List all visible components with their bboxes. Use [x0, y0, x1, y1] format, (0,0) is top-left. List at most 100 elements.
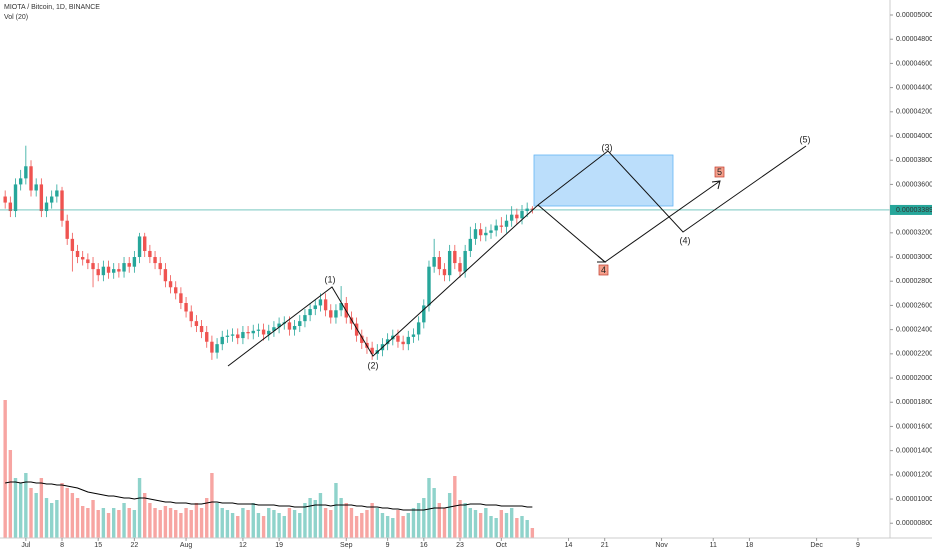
volume-bar [308, 498, 312, 538]
x-tick-label: 23 [456, 542, 464, 549]
candle-body [215, 344, 219, 353]
volume-bar [292, 510, 297, 538]
x-tick-label: 22 [130, 542, 138, 549]
candle-body [437, 257, 442, 270]
candle-body [91, 263, 95, 270]
volume-bar [163, 506, 168, 538]
volume-bar [458, 500, 462, 538]
candle-body [49, 196, 54, 203]
x-tick-label: 15 [94, 542, 102, 549]
candle-body [308, 309, 312, 316]
volume-bar [447, 493, 452, 538]
volume-bar [199, 508, 204, 538]
volume-bar [411, 508, 416, 538]
volume-bar [525, 520, 529, 538]
candle-body [458, 263, 462, 272]
candle-body [427, 266, 431, 306]
candle-body [411, 334, 416, 337]
volume-bar [329, 510, 333, 538]
volume-bar [34, 493, 38, 538]
candle-body [189, 311, 193, 322]
y-tick-label: 0.00002600 [896, 302, 932, 309]
candle-body [153, 257, 157, 264]
candle-body [385, 339, 390, 345]
volume-bar [55, 500, 59, 538]
candle-body [168, 281, 173, 288]
y-tick-label: 0.00001000 [896, 496, 932, 503]
volume-bar [80, 506, 85, 538]
candle-body [261, 329, 266, 335]
volume-bar [236, 516, 240, 538]
candle-body [3, 196, 7, 203]
candle-body [323, 299, 328, 311]
volume-bar [117, 510, 121, 538]
volume-bar [318, 493, 323, 538]
volume-bar [215, 503, 219, 538]
candle-body [329, 310, 333, 318]
volume-bar [380, 513, 385, 538]
volume-bar [282, 516, 286, 538]
volume-bar [272, 510, 276, 538]
volume-bar [478, 513, 483, 538]
candle-body [520, 211, 524, 219]
candle-body [13, 184, 18, 212]
candle-body [530, 208, 535, 210]
candle-body [360, 335, 364, 343]
wave-box [714, 166, 725, 178]
volume-bar [313, 500, 317, 538]
y-tick-label: 0.00001400 [896, 447, 932, 454]
candle-body [494, 225, 498, 231]
candle-body [298, 321, 302, 326]
volume-bar [101, 508, 106, 538]
volume-bar [261, 516, 266, 538]
volume-bar [385, 516, 390, 538]
volume-bar [220, 508, 224, 538]
candle-body [313, 305, 317, 310]
wave-label: (5) [800, 134, 811, 144]
candle-body [489, 230, 493, 233]
x-tick-label: 19 [275, 542, 283, 549]
candle-body [504, 220, 509, 227]
candle-body [60, 190, 64, 221]
candle-body [447, 250, 452, 276]
candle-body [334, 310, 338, 318]
candle-body [241, 332, 245, 339]
volume-bar [354, 516, 359, 538]
wave-box-label: 5 [717, 167, 722, 177]
x-tick-label: Dec [810, 542, 823, 549]
volume-bar [148, 503, 152, 538]
volume-bar [184, 508, 188, 538]
candle-body [287, 322, 292, 330]
candle-body [484, 232, 488, 236]
candle-body [473, 229, 478, 239]
x-tick-label: Nov [655, 542, 668, 549]
volume-bar [494, 518, 498, 538]
y-tick-label: 0.00003200 [896, 230, 932, 237]
y-tick-label: 0.00001800 [896, 399, 932, 406]
volume-bar [256, 513, 261, 538]
volume-bar [8, 450, 13, 538]
candle-body [354, 323, 359, 336]
volume-bar [29, 488, 33, 538]
candle-body [442, 269, 447, 276]
x-tick-label: 18 [746, 542, 754, 549]
wave-label: (2) [368, 360, 379, 370]
y-tick-label: 0.00002400 [896, 326, 932, 333]
wave-box [598, 264, 609, 276]
target-zone [533, 154, 674, 207]
wave-box-label: 4 [601, 265, 606, 275]
volume-bar [251, 503, 255, 538]
candle-body [44, 202, 49, 212]
y-tick-label: 0.00004600 [896, 60, 932, 67]
volume-bar [427, 478, 431, 538]
wave-label: (4) [680, 235, 691, 245]
candle-body [158, 263, 162, 270]
wave-label: (3) [602, 142, 613, 152]
y-tick-label: 0.00004200 [896, 109, 932, 116]
candle-body [112, 269, 116, 273]
candle-body [401, 341, 405, 345]
arrow-heads [597, 180, 721, 263]
candle-body [468, 238, 473, 251]
candle-body [80, 257, 85, 260]
x-tick-label: Sep [340, 542, 353, 549]
